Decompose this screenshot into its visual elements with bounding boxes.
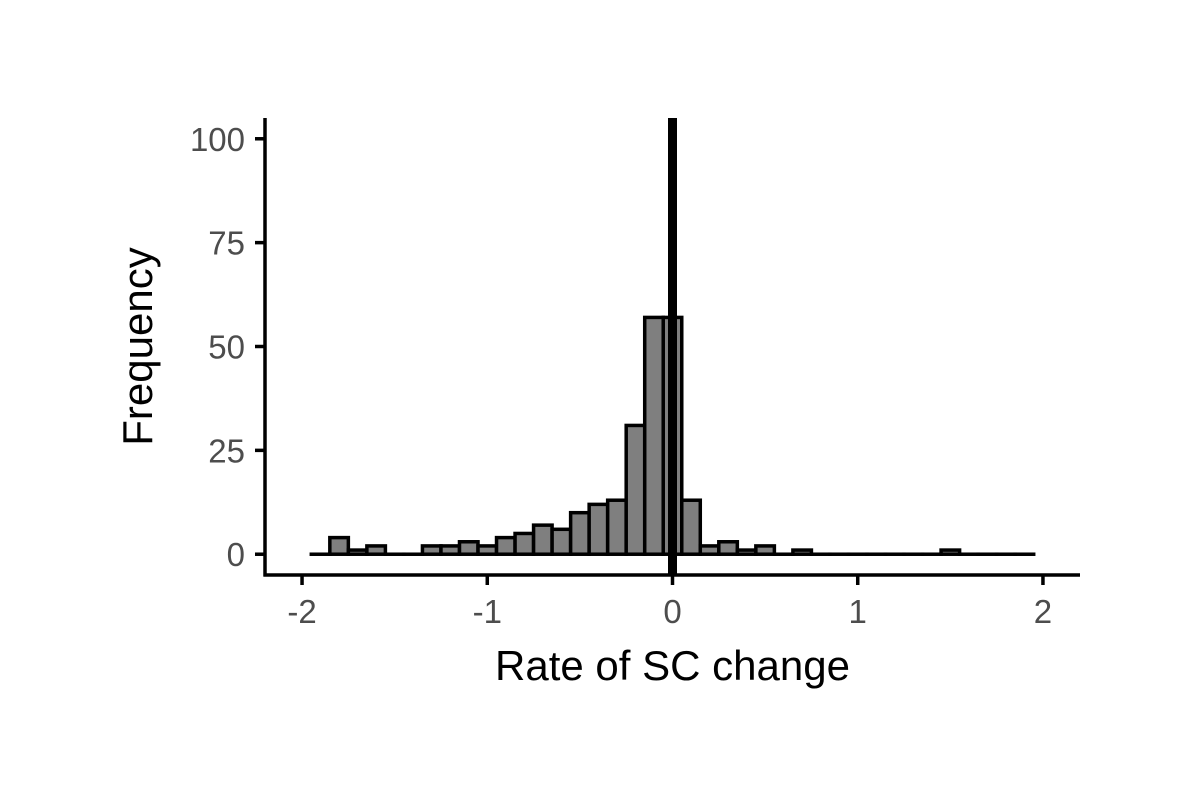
histogram-bar xyxy=(568,510,591,556)
y-tick-label: 75 xyxy=(208,225,245,262)
histogram-bar xyxy=(476,544,499,556)
histogram-bar xyxy=(939,548,962,556)
histogram-bar xyxy=(328,535,351,556)
y-tick-label: 0 xyxy=(227,536,245,573)
histogram-bar xyxy=(439,544,462,556)
x-tick-label: 0 xyxy=(663,593,681,630)
histogram-bar xyxy=(735,548,758,556)
histogram-bar xyxy=(494,535,517,556)
histogram-bar xyxy=(717,540,740,556)
histogram-bar xyxy=(457,540,480,556)
x-axis-title: Rate of SC change xyxy=(495,642,850,689)
x-tick-label: -1 xyxy=(473,593,502,630)
histogram-bar xyxy=(587,502,610,556)
bars-group xyxy=(309,315,1036,556)
histogram-bar xyxy=(531,523,554,556)
x-tick-label: 2 xyxy=(1034,593,1052,630)
histogram-bar xyxy=(605,498,628,556)
x-tick-label: 1 xyxy=(849,593,867,630)
y-tick-label: 50 xyxy=(208,329,245,366)
axes-group: -2 -1 0 1 2 0 25 50 75 100 xyxy=(190,118,1080,630)
y-axis-title: Frequency xyxy=(114,247,161,445)
histogram-bar xyxy=(513,531,536,556)
y-tick-label: 25 xyxy=(208,432,245,469)
histogram-bar xyxy=(754,544,777,556)
histogram-bar xyxy=(642,315,665,556)
y-axis-ticks: 0 25 50 75 100 xyxy=(190,121,265,573)
histogram-bar xyxy=(624,423,647,556)
x-tick-label: -2 xyxy=(287,593,316,630)
histogram-bar xyxy=(791,548,814,556)
histogram-bar xyxy=(346,548,369,556)
y-tick-label: 100 xyxy=(190,121,245,158)
histogram-bar xyxy=(420,544,443,556)
histogram-bar xyxy=(365,544,388,556)
histogram-bar xyxy=(550,527,573,556)
histogram-bar xyxy=(698,544,721,556)
histogram-bar xyxy=(680,498,703,556)
x-axis-ticks: -2 -1 0 1 2 xyxy=(287,575,1052,630)
